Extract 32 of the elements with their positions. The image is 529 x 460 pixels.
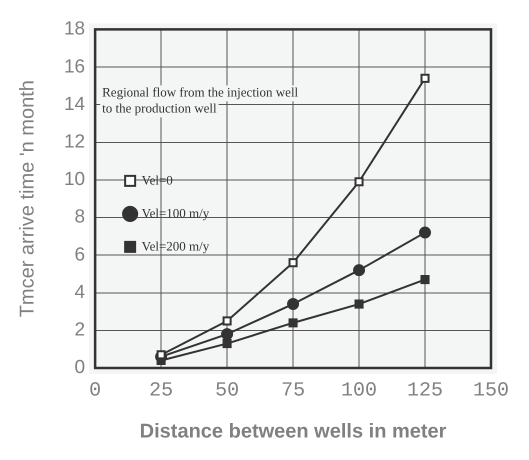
point	[288, 318, 298, 328]
y-axis-title: Tmcer arrive time 'n month	[16, 80, 39, 318]
x-tick-label: 50	[215, 379, 240, 402]
point	[222, 316, 232, 326]
y-tick-label: 10	[64, 169, 86, 190]
x-tick-label: 125	[407, 379, 444, 402]
y-tick-label: 0	[74, 357, 86, 378]
point	[222, 339, 232, 348]
x-tick-label: 0	[89, 379, 102, 402]
y-tick-label: 16	[64, 56, 86, 78]
y-tick-label: 18	[64, 18, 86, 40]
x-tick-label: 100	[341, 379, 378, 402]
x-tick-label: 150	[472, 379, 510, 402]
y-tick-label: 2	[74, 320, 86, 341]
point	[354, 300, 364, 309]
point	[420, 275, 430, 284]
x-tick-label: 75	[281, 379, 306, 402]
point	[419, 226, 432, 239]
point	[420, 74, 430, 83]
y-tick-label: 6	[74, 244, 86, 266]
y-tick-label: 14	[64, 94, 86, 115]
point	[287, 298, 300, 310]
x-axis-title: Distance between wells in meter	[140, 420, 447, 443]
point	[354, 177, 364, 186]
y-tick-label: 8	[74, 206, 86, 228]
y-tick-label: 4	[74, 282, 86, 303]
x-tick-label: 25	[149, 379, 174, 402]
annotation: Regional flow from the injection well to the production well	[102, 84, 299, 116]
point	[353, 264, 366, 276]
point	[288, 258, 298, 268]
y-tick-label: 12	[64, 132, 86, 152]
point	[221, 328, 234, 340]
